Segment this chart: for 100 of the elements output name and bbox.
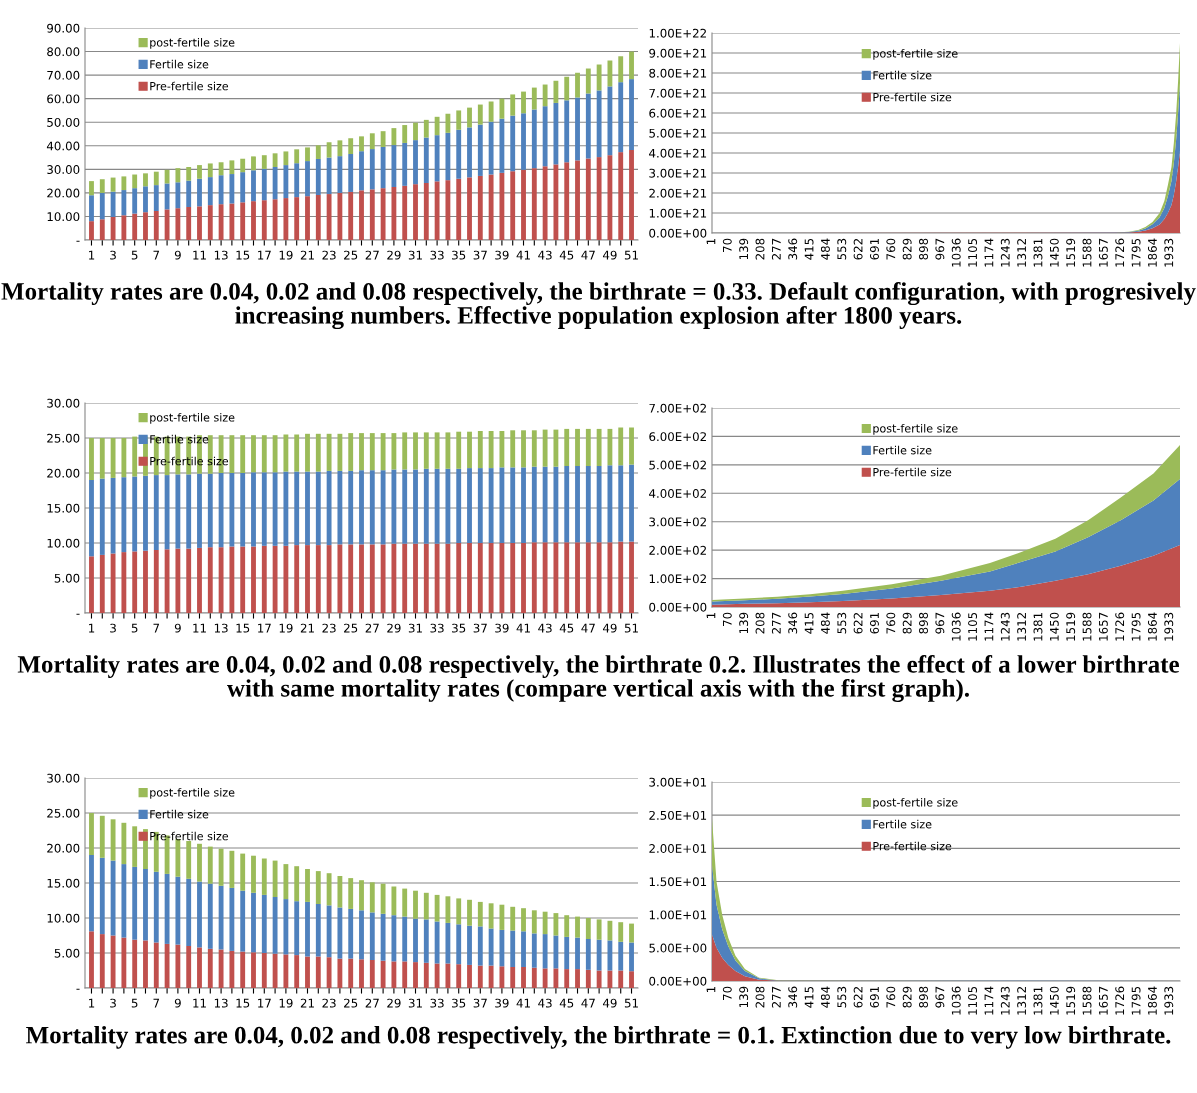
bar	[261, 168, 267, 201]
x-tick-label: 35	[452, 998, 466, 1008]
y-tick-label: 2.00E+21	[649, 188, 707, 198]
bar	[164, 183, 170, 210]
bar	[564, 915, 570, 937]
bar	[240, 951, 246, 988]
x-tick-label: 691	[870, 986, 879, 1008]
x-tick-label: 70	[722, 986, 732, 1000]
bar	[553, 429, 559, 467]
bar	[348, 544, 354, 613]
bar	[369, 544, 375, 613]
bar	[153, 185, 159, 212]
bar	[348, 138, 354, 155]
bar	[197, 881, 202, 948]
bar	[618, 465, 624, 542]
bar	[510, 94, 516, 116]
bar	[391, 543, 397, 613]
x-tick-label: 31	[408, 250, 422, 260]
bar	[434, 963, 440, 988]
x-tick-label: 553	[837, 612, 847, 634]
x-tick-label: 9	[174, 623, 181, 633]
bar	[110, 438, 116, 478]
bar	[618, 941, 624, 971]
bar	[531, 967, 537, 988]
bar	[348, 191, 354, 240]
x-tick-label: 1864	[1147, 238, 1157, 267]
bar	[218, 175, 224, 205]
bar	[542, 911, 548, 935]
bar	[575, 72, 580, 98]
bar	[521, 931, 526, 967]
x-tick-label: 691	[870, 612, 879, 634]
x-tick-label: 31	[408, 998, 422, 1008]
bar	[434, 894, 440, 922]
bar	[251, 472, 256, 547]
bar	[305, 545, 310, 613]
bar	[251, 156, 256, 171]
y-tick-label: 3.00E+21	[649, 168, 707, 178]
bar	[499, 467, 505, 543]
y-tick-label: 4.00E+21	[649, 148, 707, 158]
bar	[153, 475, 159, 550]
bar	[467, 543, 472, 613]
bar	[585, 939, 591, 970]
bar	[369, 133, 375, 150]
x-tick-label: 208	[755, 238, 765, 260]
bar	[143, 869, 148, 941]
bar	[553, 542, 559, 613]
x-tick-label: 47	[581, 998, 595, 1008]
x-tick-label: 43	[538, 250, 552, 260]
legend-label: post-fertile size	[150, 413, 235, 424]
bar	[434, 543, 440, 613]
bar	[531, 430, 537, 467]
bar	[402, 888, 408, 917]
bar	[510, 467, 516, 543]
bar	[186, 548, 192, 613]
bar	[218, 547, 224, 613]
bar	[294, 955, 300, 988]
x-tick-label: 7	[153, 623, 160, 633]
bar	[207, 948, 213, 988]
bar	[510, 930, 516, 967]
bar	[488, 174, 494, 240]
y-tick-label: 3.00E+01	[649, 777, 707, 787]
bar	[585, 466, 591, 543]
bar	[488, 468, 494, 543]
bar	[499, 904, 505, 930]
bar	[369, 470, 375, 545]
bar	[391, 187, 397, 240]
x-tick-label: 23	[322, 250, 336, 260]
legend-label: post-fertile size	[150, 38, 235, 49]
bar	[369, 149, 375, 190]
bar	[197, 178, 202, 207]
legend-label: Fertile size	[150, 59, 209, 69]
bar	[575, 542, 580, 613]
bar	[218, 949, 224, 988]
y-tick-label: 6.00E+21	[649, 108, 707, 118]
bar	[218, 162, 224, 176]
y-tick-label: 5.00E+21	[649, 128, 707, 138]
bar	[175, 474, 181, 549]
bar	[456, 129, 462, 179]
bar	[294, 545, 300, 613]
x-tick-label: 25	[344, 623, 358, 633]
bar	[380, 146, 386, 189]
bar	[445, 963, 451, 988]
bar	[553, 466, 559, 543]
bar	[186, 474, 192, 549]
bar	[207, 883, 213, 949]
x-tick-label: 1312	[1017, 613, 1027, 641]
bar	[359, 544, 364, 613]
x-tick-label: 1105	[968, 238, 978, 267]
bar	[110, 191, 116, 217]
bar	[251, 170, 256, 202]
bar	[261, 858, 267, 895]
bar	[564, 100, 570, 163]
bar	[229, 160, 235, 175]
bar	[121, 190, 127, 216]
bar	[121, 477, 127, 553]
x-tick-label: 1519	[1066, 612, 1076, 641]
x-tick-label: 898	[919, 238, 928, 260]
bar	[531, 109, 537, 169]
bar	[618, 82, 624, 153]
x-tick-label: 23	[322, 623, 336, 633]
